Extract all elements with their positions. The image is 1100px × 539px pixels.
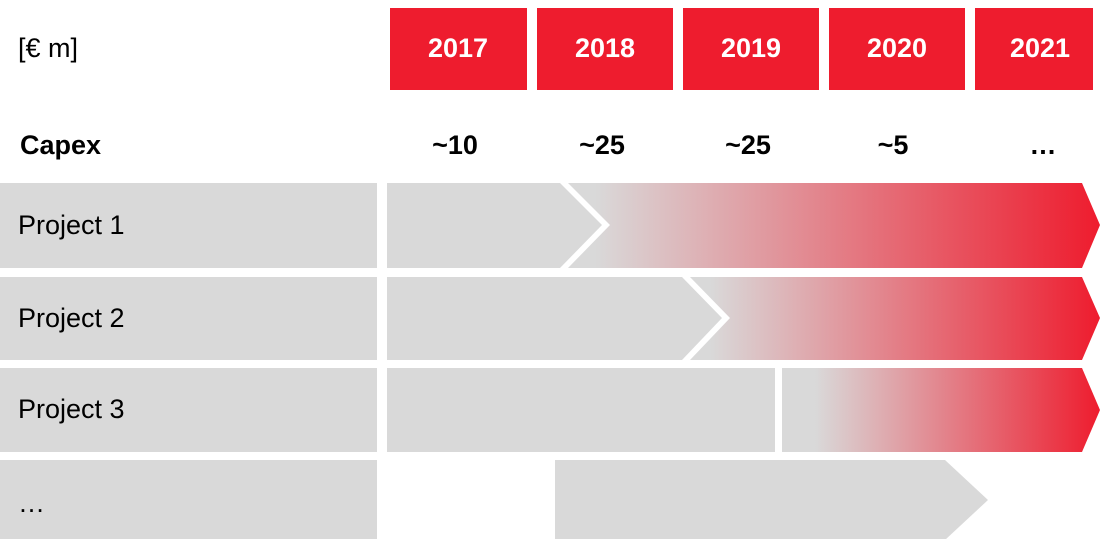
capex-value: ~5 xyxy=(878,130,909,160)
unit-label: [€ m] xyxy=(18,33,78,63)
capex-value: ~25 xyxy=(725,130,771,160)
year-box xyxy=(975,8,1093,90)
planning-phase xyxy=(387,368,775,452)
capex-label: Capex xyxy=(20,130,101,160)
capex-value: … xyxy=(1030,130,1057,160)
project-label: Project 3 xyxy=(18,394,125,424)
planning-phase xyxy=(387,183,602,268)
year: 2017 xyxy=(428,33,488,63)
year-box xyxy=(390,8,527,90)
year: 2019 xyxy=(721,33,781,63)
label-cell xyxy=(0,460,377,539)
project-label: Project 1 xyxy=(18,210,125,240)
year-box xyxy=(829,8,965,90)
planning-phase xyxy=(555,460,988,539)
project-label: … xyxy=(18,488,45,518)
capex-value: ~25 xyxy=(579,130,625,160)
year: 2021 xyxy=(1010,33,1070,63)
project-label: Project 2 xyxy=(18,303,125,333)
project-labels: Project 1 Project 2 Project 3 … xyxy=(0,183,377,539)
year-box xyxy=(683,8,819,90)
execution-phase xyxy=(568,183,1100,268)
capex-row: Capex ~10 ~25 ~25 ~5 … xyxy=(20,130,1057,160)
execution-phase xyxy=(690,277,1100,360)
year: 2020 xyxy=(867,33,927,63)
year: 2018 xyxy=(575,33,635,63)
planning-phase xyxy=(387,277,722,360)
label-cell xyxy=(0,368,377,452)
label-cell xyxy=(0,183,377,268)
year-box xyxy=(537,8,673,90)
capex-value: ~10 xyxy=(432,130,478,160)
timeline-bars xyxy=(387,183,1100,539)
year-headers: 2017 2018 2019 2020 2021 xyxy=(390,8,1093,90)
label-cell xyxy=(0,277,377,360)
execution-phase xyxy=(782,368,1100,452)
